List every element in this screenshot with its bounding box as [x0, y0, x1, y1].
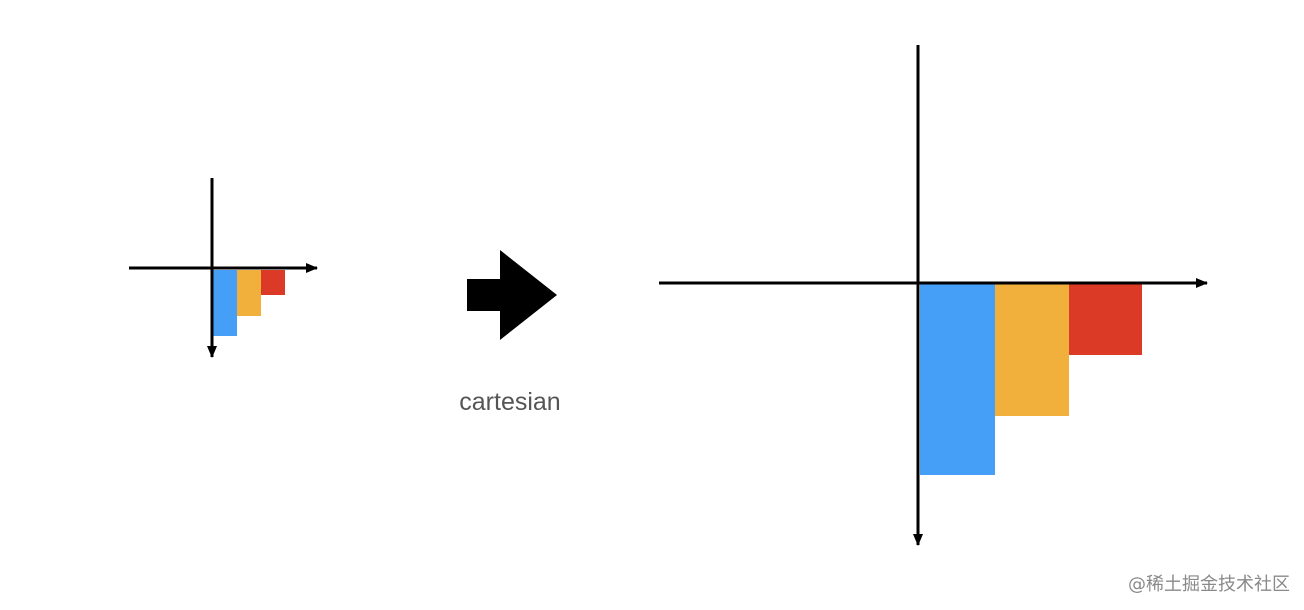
transform-caption: cartesian: [459, 388, 561, 416]
small-bar-blue: [213, 270, 237, 336]
small-bar-orange: [237, 270, 261, 316]
small-bar-chart: [129, 178, 318, 358]
large-bar-blue: [920, 284, 995, 475]
small-bar-red: [261, 270, 285, 295]
large-bar-orange: [995, 284, 1069, 416]
arrow-right-icon: [467, 250, 557, 340]
watermark: @稀土掘金技术社区: [1128, 574, 1290, 595]
large-bar-chart: [659, 45, 1208, 546]
large-bar-red: [1069, 284, 1142, 355]
